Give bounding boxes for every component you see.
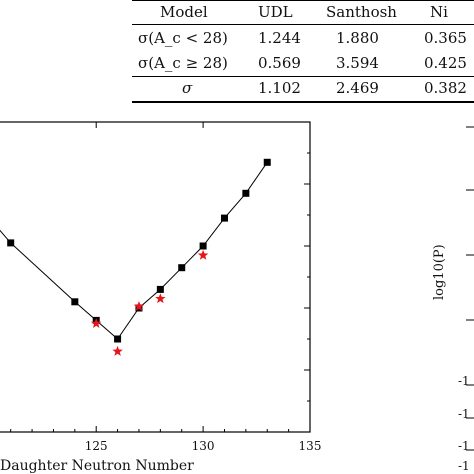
table-cell-santhosh: 1.880: [336, 29, 379, 47]
table-bottom-rule: [132, 101, 474, 103]
table-row-label: σ: [182, 79, 193, 97]
x-tick-label: 135: [299, 439, 322, 453]
star-marker: [112, 345, 123, 356]
square-marker: [114, 335, 122, 343]
table-header-model: Model: [160, 3, 208, 21]
star-marker: [90, 318, 102, 328]
table-cell-udl: 0.569: [258, 54, 301, 72]
table-cell-ni: 0.425: [424, 54, 467, 72]
x-tick-label: 130: [192, 439, 215, 453]
table-mid-rule: [132, 76, 474, 77]
square-marker: [7, 239, 15, 247]
table-header-santhosh: Santhosh: [326, 3, 397, 21]
right-axis-tick-label: -1: [458, 407, 470, 421]
square-marker: [178, 264, 186, 272]
table-cell-ni: 0.365: [424, 29, 467, 47]
series-line: [0, 162, 268, 340]
right-axis-tick-label: -1: [458, 439, 470, 453]
x-axis-label: Daughter Neutron Number: [0, 458, 194, 474]
square-marker: [199, 242, 207, 250]
star-marker: [133, 300, 145, 311]
square-marker: [242, 189, 250, 197]
right-axis-ylabel: log10(P): [432, 244, 447, 300]
star-marker: [197, 249, 209, 260]
table-cell-ni: 0.382: [424, 79, 467, 97]
table-cell-udl: 1.102: [258, 79, 301, 97]
right-axis-tick-label: -1: [458, 459, 470, 473]
square-marker: [220, 214, 228, 222]
table-cell-santhosh: 3.594: [336, 54, 379, 72]
square-marker: [156, 285, 164, 293]
table-header-rule: [132, 24, 474, 25]
comparison-table: Model UDL Santhosh Ni σ(A_c < 28) 1.244 …: [0, 0, 474, 104]
table-top-rule: [132, 0, 474, 1]
star-marker: [155, 293, 166, 304]
table-header-ni: Ni: [430, 3, 448, 21]
table-header-udl: UDL: [258, 3, 293, 21]
table-row-label: σ(A_c ≥ 28): [138, 54, 228, 72]
right-axis-tick-label: -1: [458, 374, 470, 388]
x-tick-label: 125: [85, 439, 108, 453]
table-row-label: σ(A_c < 28): [138, 29, 228, 47]
table-cell-udl: 1.244: [258, 29, 301, 47]
square-marker: [263, 158, 271, 166]
square-marker: [71, 298, 79, 306]
table-cell-santhosh: 2.469: [336, 79, 379, 97]
